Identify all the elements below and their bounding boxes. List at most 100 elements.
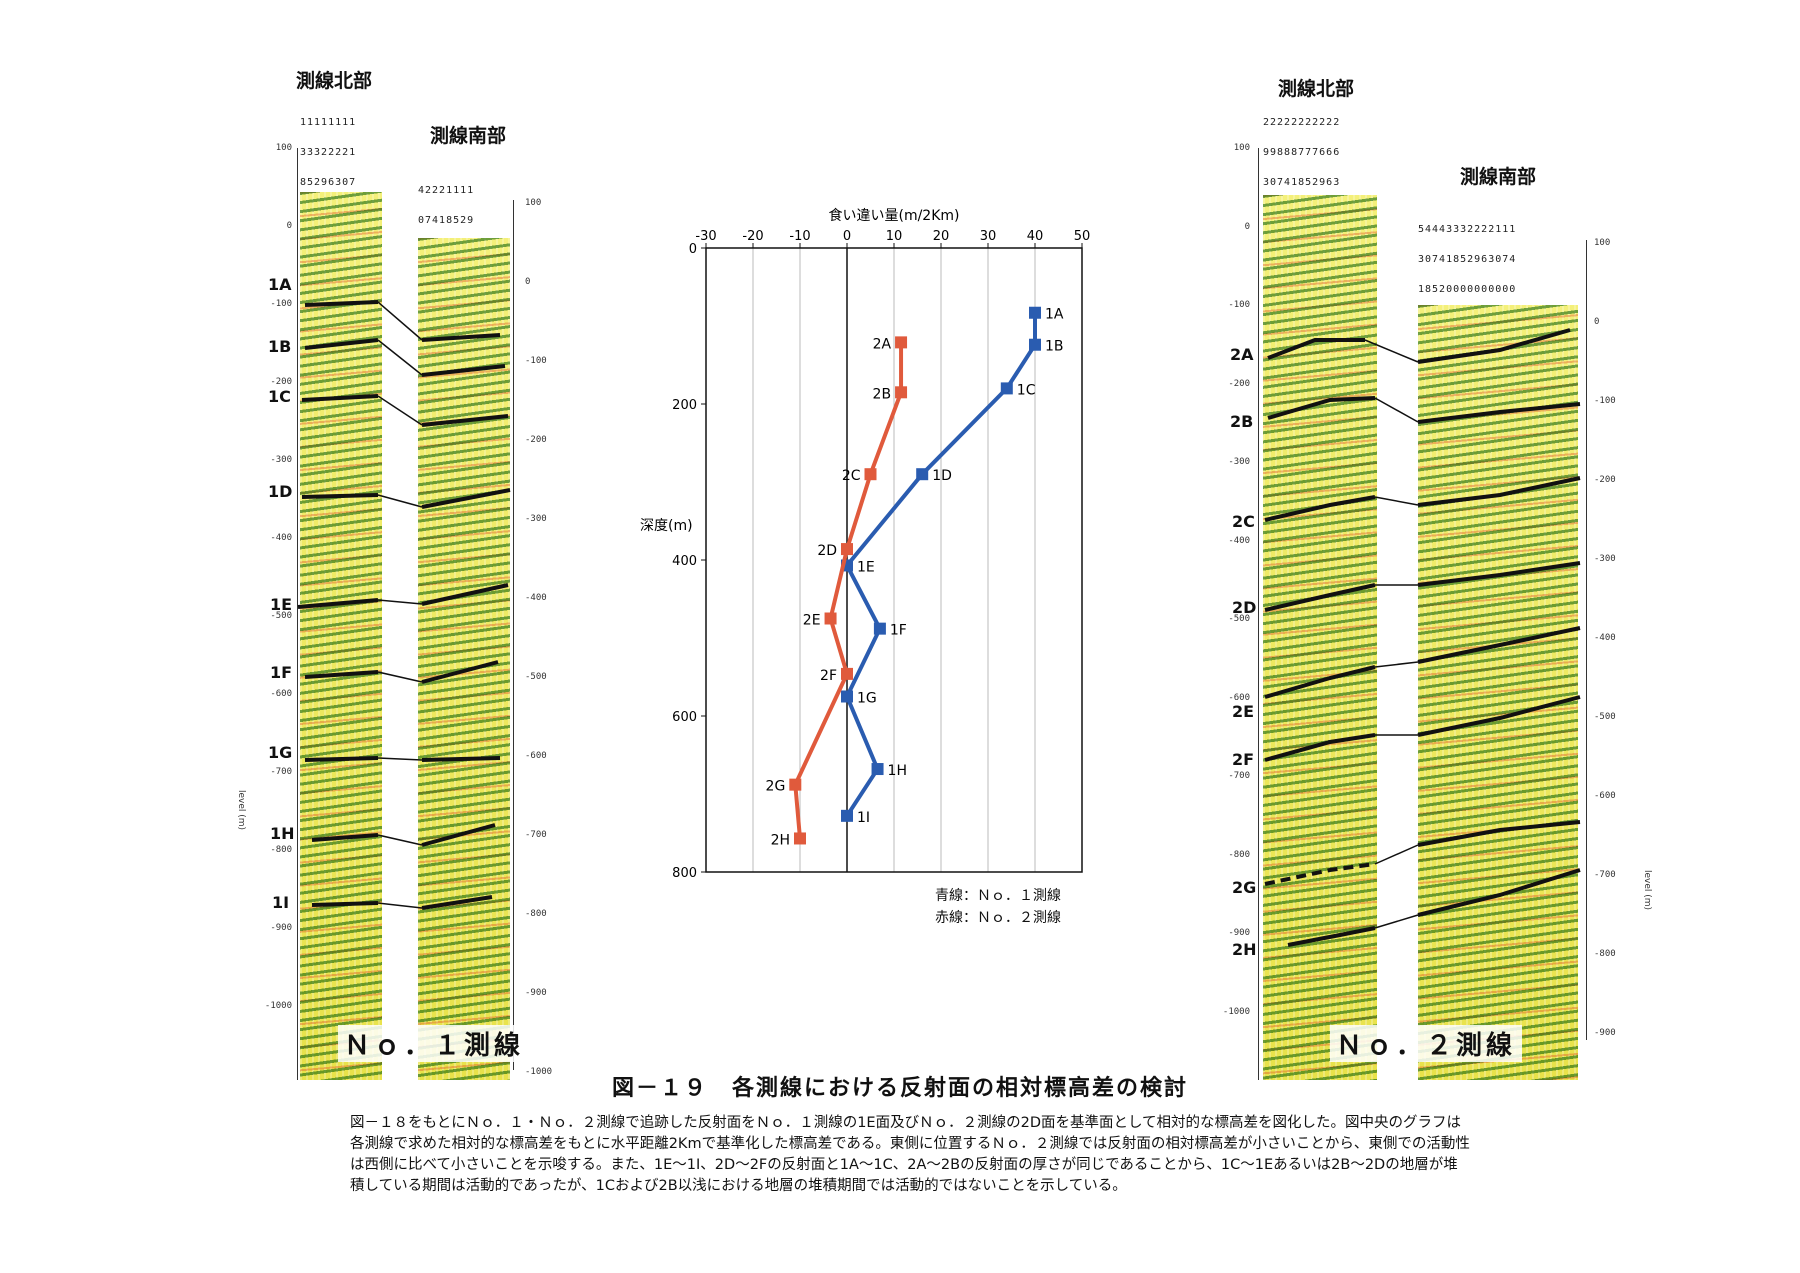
- right-north-axis: [1258, 148, 1259, 1080]
- data-point-1I: [841, 809, 853, 822]
- reflector-2D-north: [1264, 583, 1376, 612]
- left-south-axis: [513, 200, 514, 1070]
- reflector-1A-north: [304, 300, 379, 307]
- reflector-2E-north: [1264, 665, 1376, 699]
- data-point-1F: [873, 622, 886, 635]
- reflector-label-2F: 2F: [1232, 750, 1255, 769]
- level-tick-label: -800: [525, 909, 547, 919]
- level-tick-label: -400: [1594, 633, 1616, 643]
- reflector-1A-south: [421, 333, 501, 342]
- level-tick-label: -200: [1228, 378, 1250, 389]
- reflector-label-1E: 1E: [270, 595, 293, 614]
- data-point-2F: [841, 667, 853, 680]
- x-tick-label: 0: [843, 229, 851, 244]
- figure-caption: 図－１８をもとにＮｏ．１・Ｎｏ．２測線で追跡した反射面をＮｏ．１測線の1E面及び…: [350, 1115, 1470, 1194]
- data-label-1B: 1B: [1045, 339, 1064, 355]
- data-point-1C: [1000, 382, 1013, 395]
- level-tick-label: -300: [1594, 554, 1616, 564]
- level-tick-label: -500: [525, 672, 547, 682]
- left-north-label: 測線北部: [296, 70, 373, 92]
- reflector-1C-south: [421, 414, 509, 427]
- reflector-1D-north: [301, 493, 379, 499]
- level-tick-label: -700: [270, 767, 292, 777]
- header-row: 22222222222: [1263, 117, 1341, 128]
- level-tick-label: -400: [525, 593, 547, 603]
- header-row: 33322221: [300, 147, 357, 158]
- level-tick-label: 100: [525, 198, 542, 208]
- level-tick-label: -500: [1594, 712, 1616, 722]
- right-south-seismic-section: [1418, 305, 1578, 1080]
- reflector-2D-south: [1417, 561, 1581, 587]
- header-row: 07418529: [418, 215, 475, 226]
- level-tick-label: -300: [270, 455, 292, 465]
- data-label-2B: 2B: [873, 386, 892, 402]
- x-tick-label: -10: [789, 229, 810, 244]
- reflector-label-2C: 2C: [1232, 512, 1255, 531]
- right-south-label: 測線南部: [1460, 166, 1537, 188]
- level-tick-label: -300: [1228, 457, 1250, 467]
- reflector-label-1A: 1A: [268, 275, 292, 294]
- reflector-1F-north: [304, 670, 379, 679]
- header-row: 42221111: [418, 185, 475, 196]
- y-tick-label: 600: [672, 710, 697, 725]
- reflector-1E-north: [297, 598, 379, 609]
- data-point-2E: [824, 612, 837, 625]
- x-tick-label: 10: [886, 229, 903, 244]
- reflector-label-1B: 1B: [268, 337, 292, 356]
- reflector-2B-north: [1267, 396, 1376, 420]
- reflector-2C-north: [1264, 495, 1376, 522]
- reflector-1D-south: [421, 488, 511, 509]
- reflector-label-1I: 1I: [272, 893, 290, 912]
- right-axis-label: level (m): [1642, 870, 1652, 911]
- reflector-2F-south: [1417, 695, 1581, 737]
- header-row: 30741852963: [1263, 177, 1341, 188]
- reflector-1I-south: [421, 895, 493, 910]
- reflector-1B-north: [304, 338, 379, 350]
- data-label-2A: 2A: [873, 336, 892, 352]
- data-point-1G: [841, 690, 853, 703]
- x-tick-label: 30: [980, 229, 997, 244]
- reflector-1F-south: [421, 660, 499, 684]
- data-label-2E: 2E: [803, 613, 821, 629]
- level-tick-label: -1000: [264, 1001, 292, 1011]
- reflector-1B-south: [421, 364, 506, 377]
- x-tick-label: -20: [742, 229, 763, 244]
- reflector-label-1D: 1D: [268, 482, 293, 501]
- data-label-1F: 1F: [890, 623, 907, 639]
- data-point-1D: [916, 468, 929, 481]
- reflector-1H-north: [311, 833, 379, 842]
- left-reflector-lines: [297, 300, 511, 910]
- level-tick-label: -600: [525, 751, 547, 761]
- reflector-label-2G: 2G: [1232, 878, 1257, 897]
- level-tick-label: -200: [270, 377, 292, 387]
- right-south-axis: [1586, 240, 1587, 1040]
- reflector-label-1G: 1G: [268, 743, 293, 762]
- level-tick-label: -100: [270, 299, 292, 309]
- level-tick-label: -900: [1594, 1028, 1616, 1038]
- y-axis-label: 深度(m): [640, 518, 693, 534]
- left-south-label: 測線南部: [430, 125, 507, 147]
- data-point-2B: [895, 386, 908, 399]
- level-tick-label: -1000: [1222, 1006, 1250, 1017]
- x-axis-label: 食い違い量(m/2Km): [828, 207, 959, 224]
- series-line-2: [793, 342, 904, 839]
- level-tick-label: -800: [1594, 949, 1616, 959]
- reflector-2E-south: [1417, 626, 1581, 664]
- x-tick-label: 50: [1074, 229, 1091, 244]
- data-label-1G: 1G: [857, 691, 877, 707]
- reflector-label-1F: 1F: [270, 663, 293, 682]
- level-tick-label: -200: [1594, 475, 1616, 485]
- level-tick-label: -500: [1228, 614, 1250, 624]
- level-tick-label: 100: [1233, 143, 1250, 153]
- header-row: 30741852963074: [1418, 254, 1517, 265]
- level-tick-label: 0: [525, 277, 531, 287]
- reflector-label-2H: 2H: [1232, 940, 1257, 959]
- data-label-2D: 2D: [817, 543, 837, 559]
- x-tick-label: 20: [933, 229, 950, 244]
- level-tick-label: -900: [525, 988, 547, 998]
- data-label-1D: 1D: [932, 468, 952, 484]
- data-label-1I: 1I: [857, 810, 870, 826]
- reflector-label-1H: 1H: [270, 824, 295, 843]
- legend-red: 赤線：Ｎｏ．２測線: [935, 910, 1061, 926]
- header-row: 18520000000000: [1418, 284, 1517, 295]
